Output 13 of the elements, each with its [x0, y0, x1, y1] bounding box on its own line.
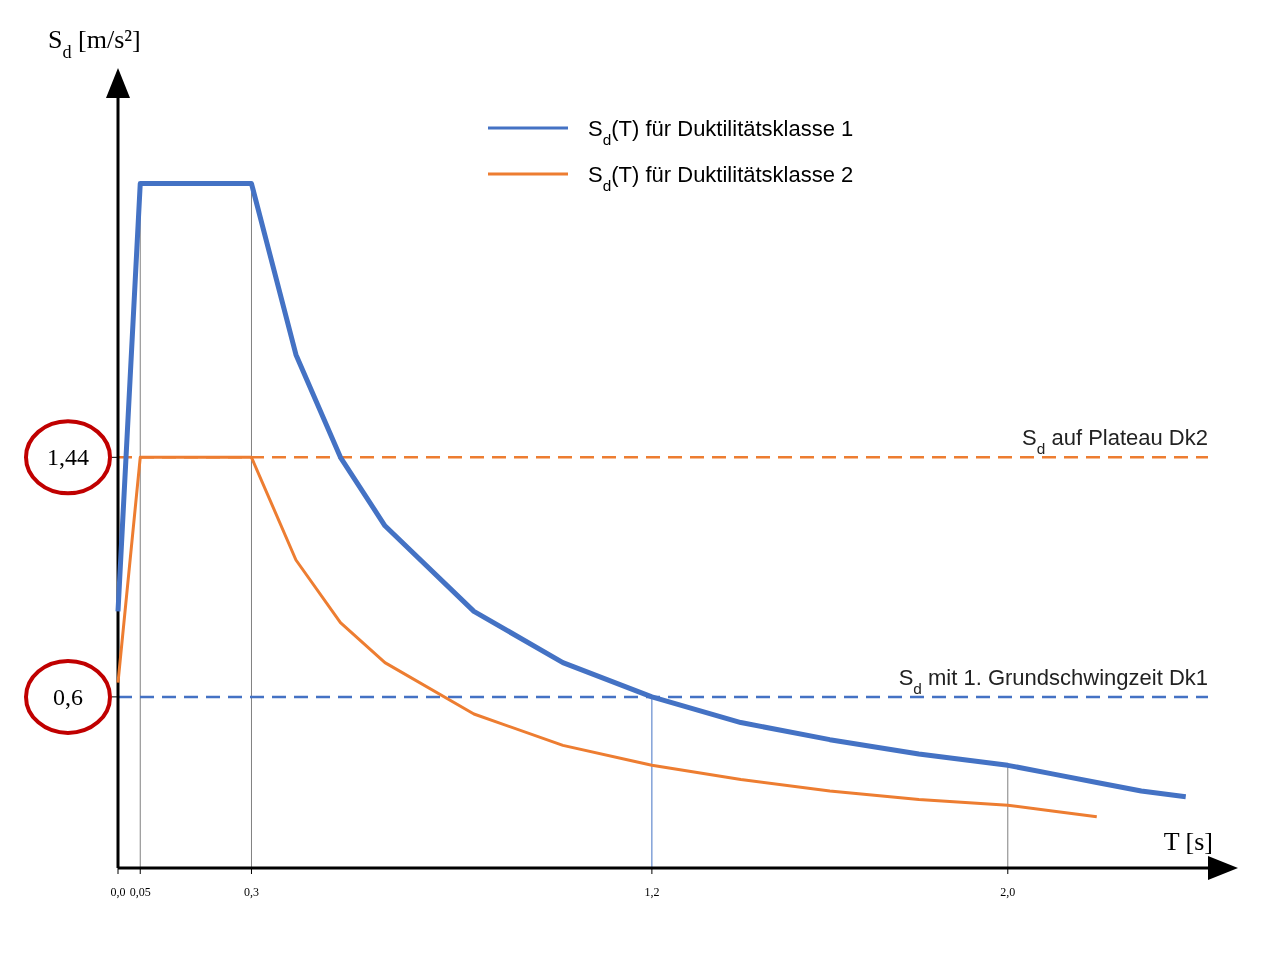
x-tick-label: 2,0: [1000, 885, 1016, 899]
x-tick-label: 0,0: [110, 885, 126, 899]
x-tick-label: 1,2: [644, 885, 660, 899]
y-axis-title: S$_{d}$ [m/s²]: [48, 25, 141, 62]
legend-label: S$_{d}$(T) für Duktilitätsklasse 1: [588, 116, 854, 148]
x-axis-title: T [s]: [1163, 827, 1213, 856]
y-tick-label: 0,6: [53, 683, 83, 710]
ref-line-label: S$_{d}$ mit 1. Grundschwingzeit Dk1: [898, 664, 1208, 697]
x-tick-label: 0,3: [243, 885, 259, 899]
ref-line-label: S$_{d}$ auf Plateau Dk2: [1022, 425, 1208, 457]
y-tick-label: 1,44: [47, 444, 89, 471]
x-tick-label: 0,05: [129, 885, 151, 899]
legend-label: S$_{d}$(T) für Duktilitätsklasse 2: [588, 162, 854, 194]
